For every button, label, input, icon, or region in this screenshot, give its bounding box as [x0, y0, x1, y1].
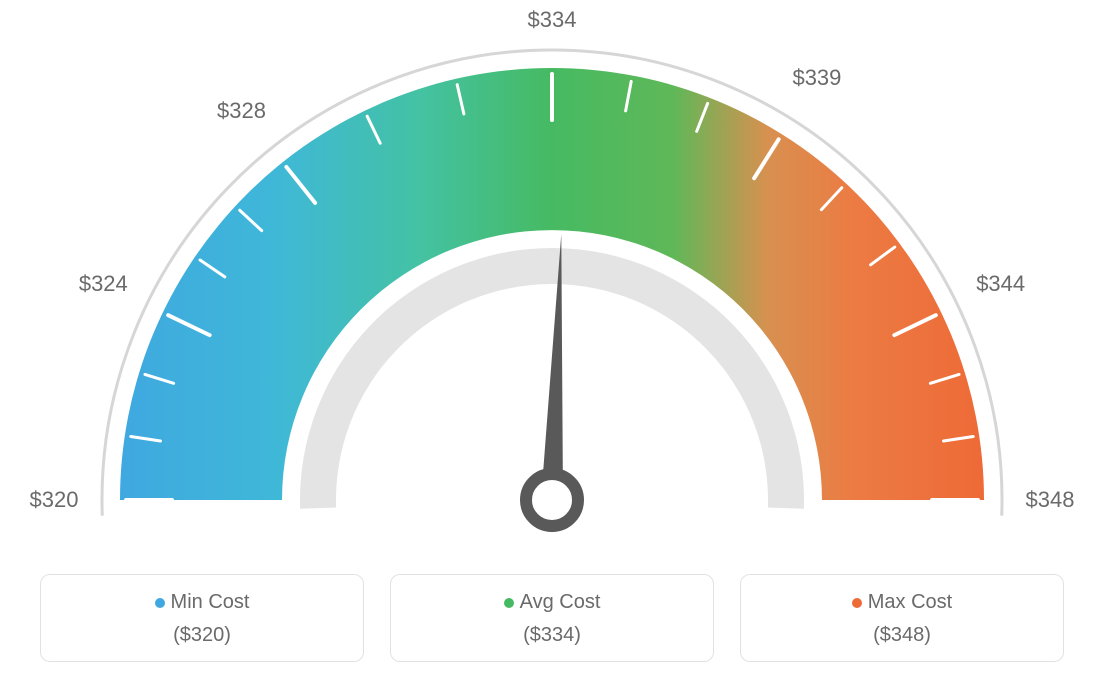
legend-value-avg: ($334) [401, 624, 703, 647]
legend-value-min: ($320) [51, 624, 353, 647]
dot-avg-icon [504, 598, 514, 608]
legend-card-avg: Avg Cost ($334) [390, 574, 714, 662]
legend-label-avg-text: Avg Cost [520, 591, 601, 613]
legend-label-min-text: Min Cost [171, 591, 250, 613]
gauge-tick-label: $334 [528, 7, 577, 33]
gauge-tick-label: $324 [79, 271, 128, 297]
gauge-tick-label: $344 [976, 271, 1025, 297]
legend-label-max-text: Max Cost [868, 591, 952, 613]
legend-row: Min Cost ($320) Avg Cost ($334) Max Cost… [40, 574, 1064, 662]
legend-label-max: Max Cost [751, 591, 1053, 614]
gauge-tick-label: $348 [1026, 487, 1075, 513]
legend-card-min: Min Cost ($320) [40, 574, 364, 662]
gauge-tick-label: $328 [217, 98, 266, 124]
gauge-chart: $320 $324 $328 $334 $339 $344 $348 [0, 0, 1104, 560]
gauge-tick-label: $339 [792, 65, 841, 91]
legend-card-max: Max Cost ($348) [740, 574, 1064, 662]
gauge-svg [0, 0, 1104, 560]
gauge-tick-label: $320 [30, 487, 79, 513]
legend-value-max: ($348) [751, 624, 1053, 647]
legend-label-min: Min Cost [51, 591, 353, 614]
dot-min-icon [155, 598, 165, 608]
dot-max-icon [852, 598, 862, 608]
legend-label-avg: Avg Cost [401, 591, 703, 614]
